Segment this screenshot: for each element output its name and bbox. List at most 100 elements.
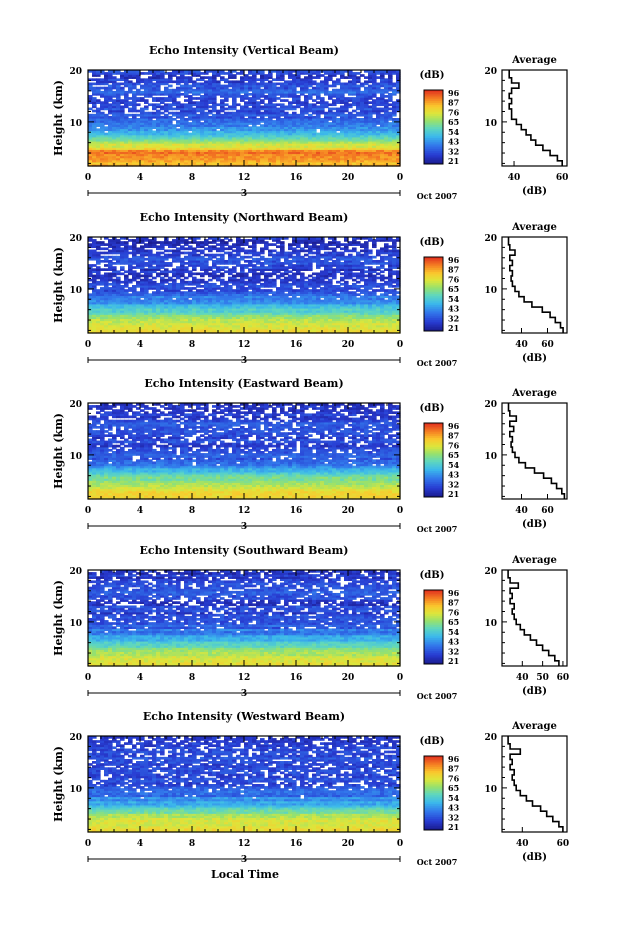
heatmap-cell bbox=[312, 82, 317, 86]
heatmap-cell bbox=[160, 153, 165, 157]
heatmap-cell bbox=[128, 151, 133, 155]
heatmap-cell bbox=[168, 143, 173, 146]
heatmap-cell bbox=[252, 316, 257, 319]
heatmap-cell bbox=[272, 138, 277, 142]
heatmap-cell bbox=[352, 145, 357, 148]
heatmap-cell bbox=[360, 328, 365, 332]
heatmap-cell bbox=[280, 103, 285, 107]
heatmap-cell bbox=[136, 120, 141, 123]
heatmap-cell bbox=[304, 118, 309, 121]
heatmap-cell bbox=[96, 90, 101, 94]
heatmap-cell bbox=[200, 330, 205, 334]
heatmap-cell bbox=[376, 130, 381, 134]
heatmap-cell bbox=[108, 140, 113, 144]
heatmap-cell bbox=[368, 113, 373, 117]
heatmap-cell bbox=[100, 80, 105, 84]
heatmap-cell bbox=[128, 90, 133, 94]
heatmap-cell bbox=[316, 82, 321, 86]
heatmap-cell bbox=[204, 326, 209, 330]
heatmap-cell bbox=[184, 318, 189, 322]
heatmap-cell bbox=[168, 153, 173, 157]
heatmap-cell bbox=[376, 149, 381, 152]
heatmap-cell bbox=[228, 84, 233, 88]
heatmap-cell bbox=[304, 120, 309, 123]
heatmap-cell bbox=[284, 328, 289, 332]
heatmap-cell bbox=[228, 157, 233, 161]
heatmap-cell bbox=[388, 159, 393, 163]
heatmap-cell bbox=[140, 330, 145, 334]
heatmap-cell bbox=[304, 95, 309, 98]
heatmap-cell bbox=[188, 159, 193, 163]
heatmap-cell bbox=[392, 318, 397, 322]
heatmap-cell bbox=[172, 149, 177, 152]
heatmap-cell bbox=[356, 86, 361, 90]
heatmap-cell bbox=[172, 95, 177, 98]
heatmap-cell bbox=[124, 318, 129, 322]
heatmap-cell bbox=[104, 74, 109, 77]
heatmap-cell bbox=[340, 328, 345, 332]
heatmap-cell bbox=[384, 70, 389, 73]
heatmap-cell bbox=[164, 316, 169, 319]
heatmap-cell bbox=[392, 72, 397, 75]
heatmap-cell bbox=[132, 128, 137, 132]
heatmap-cell bbox=[136, 132, 141, 136]
heatmap-cell bbox=[252, 318, 257, 322]
heatmap-cell bbox=[252, 151, 257, 155]
heatmap-cell bbox=[100, 95, 105, 98]
heatmap-cell bbox=[104, 107, 109, 111]
heatmap-cell bbox=[112, 99, 117, 102]
heatmap-cell bbox=[108, 330, 113, 334]
heatmap-cell bbox=[300, 328, 305, 332]
heatmap-cell bbox=[296, 128, 301, 132]
heatmap-cell bbox=[344, 101, 349, 104]
heatmap-cell bbox=[216, 140, 221, 144]
heatmap-cell bbox=[108, 134, 113, 138]
heatmap-cell bbox=[348, 84, 353, 88]
heatmap-cell bbox=[280, 105, 285, 109]
heatmap-cell bbox=[252, 122, 257, 125]
heatmap-cell bbox=[244, 88, 249, 92]
heatmap-cell bbox=[320, 322, 325, 326]
heatmap-cell bbox=[196, 101, 201, 104]
heatmap-cell bbox=[88, 326, 93, 330]
heatmap-cell bbox=[124, 320, 129, 324]
heatmap-cell bbox=[244, 147, 249, 150]
heatmap-cell bbox=[368, 324, 373, 328]
heatmap-cell bbox=[332, 324, 337, 328]
heatmap-cell bbox=[352, 155, 357, 159]
heatmap-cell bbox=[128, 318, 133, 322]
heatmap-cell bbox=[140, 86, 145, 90]
heatmap-cell bbox=[340, 90, 345, 94]
heatmap-cell bbox=[212, 320, 217, 324]
heatmap-cell bbox=[252, 92, 257, 96]
heatmap-cell bbox=[304, 109, 309, 113]
heatmap-cell bbox=[372, 105, 377, 109]
heatmap-cell bbox=[160, 132, 165, 136]
heatmap-cell bbox=[328, 140, 333, 144]
heatmap-cell bbox=[144, 107, 149, 111]
heatmap-cell bbox=[164, 99, 169, 102]
heatmap-cell bbox=[240, 328, 245, 332]
heatmap-cell bbox=[124, 159, 129, 163]
heatmap-cell bbox=[88, 126, 93, 130]
heatmap-cell bbox=[284, 157, 289, 161]
heatmap-cell bbox=[276, 157, 281, 161]
heatmap-cell bbox=[128, 157, 133, 161]
heatmap-cell bbox=[112, 86, 117, 90]
heatmap-cell bbox=[316, 84, 321, 88]
heatmap-cell bbox=[156, 97, 161, 100]
heatmap-cell bbox=[108, 99, 113, 102]
heatmap-cell bbox=[368, 120, 373, 123]
heatmap-cell bbox=[152, 124, 157, 127]
colorbar-segment bbox=[424, 97, 443, 100]
heatmap-cell bbox=[128, 316, 133, 319]
heatmap-cell bbox=[244, 145, 249, 148]
heatmap-cell bbox=[316, 140, 321, 144]
heatmap-cell bbox=[276, 111, 281, 115]
heatmap-cell bbox=[304, 163, 309, 167]
heatmap-cell bbox=[396, 122, 401, 125]
heatmap-cell bbox=[152, 159, 157, 163]
heatmap-cell bbox=[368, 318, 373, 322]
heatmap-cell bbox=[288, 151, 293, 155]
heatmap-cell bbox=[360, 92, 365, 96]
